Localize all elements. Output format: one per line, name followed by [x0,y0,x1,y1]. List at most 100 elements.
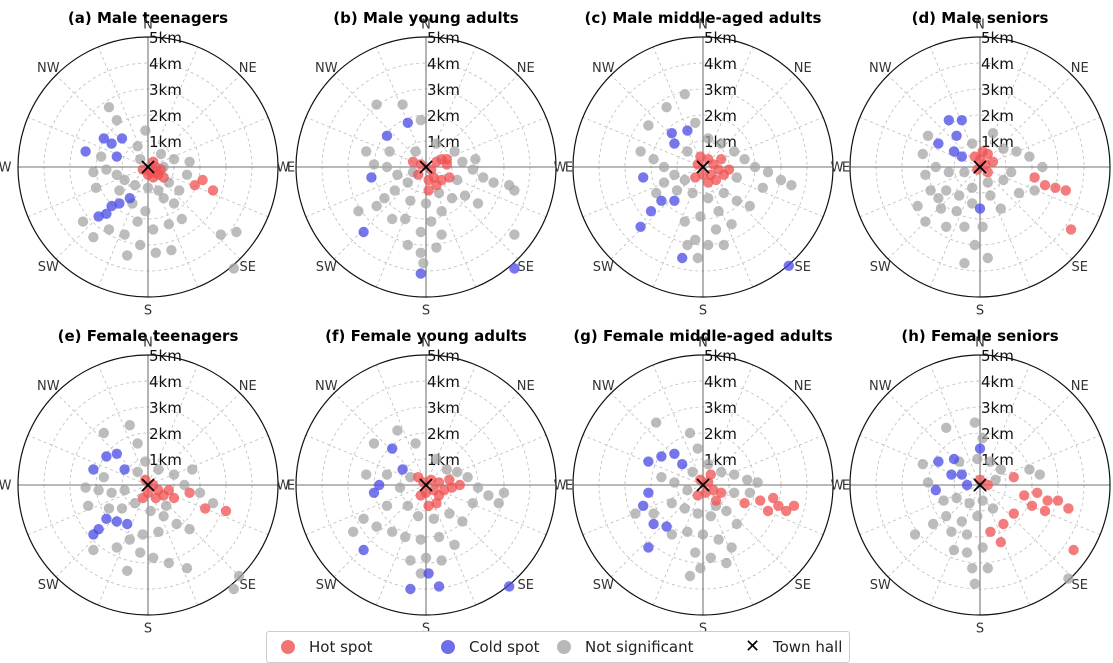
grid-spoke [375,364,477,606]
cold-spot-point [88,464,99,475]
ns-point [1034,469,1046,480]
ns-point [977,433,988,444]
hot-spot-point [982,479,993,491]
ns-point [431,138,442,149]
radial-tick-label: 1km [149,133,182,151]
direction-label-ne: NE [794,379,812,394]
direction-label-e: E [287,161,295,176]
ns-point [371,521,382,532]
ns-point [977,542,988,553]
ns-point [361,469,372,480]
cold-spot-point [643,542,654,553]
outer-circle [572,36,834,298]
ns-point [114,185,125,196]
ns-point [943,167,954,178]
grid-spoke [610,392,796,578]
cold-spot-point [111,151,123,162]
ns-point [959,167,970,178]
ns-point [168,154,180,165]
hot-spot-point [415,490,426,501]
ns-point [415,115,426,126]
direction-label-n: N [975,18,985,33]
ns-point [129,498,141,509]
ns-point [697,529,709,540]
ns-point [731,518,742,530]
hot-spot-point [982,148,993,160]
grid-spoke [582,434,824,536]
hot-spot-point [723,164,735,175]
grid-spoke [610,74,796,260]
panel-title: (b) Male young adults [333,9,519,27]
ns-point [995,203,1006,214]
radial-tick-label: 4km [149,373,182,391]
ns-point [954,190,965,201]
cold-spot-point [638,172,649,183]
radial-tick-label: 2km [149,425,182,443]
ns-point [969,578,980,589]
legend-marker-cold [441,640,455,654]
ns-point [228,263,239,274]
hot-spot-point [163,485,174,496]
cold-spot-point [946,469,957,480]
ns-point [122,250,133,261]
ns-point [729,487,740,498]
direction-label-w: W [554,161,567,176]
ns-point [687,466,698,478]
outer-circle [295,354,557,616]
direction-label-s: S [976,304,984,319]
ns-point [987,503,999,514]
ns-point [400,213,411,225]
cold-spot-point [648,518,659,530]
legend-label-hot: Hot spot [309,638,373,656]
ns-point [948,544,960,556]
ns-point [137,529,148,540]
direction-label-sw: SW [593,260,614,275]
ns-point [972,511,983,522]
hot-spot-point [773,500,784,511]
ns-point [381,500,393,511]
direction-label-n: N [143,18,153,33]
ns-point [982,177,993,188]
cold-spot-point [509,263,520,274]
ns-point [88,544,99,556]
ns-point [713,534,724,545]
direction-label-e: E [287,479,295,494]
cold-spot-point [122,518,133,530]
ns-point [452,466,463,478]
ns-point [682,485,693,496]
ns-point [726,542,737,553]
panel-title: (f) Female young adults [325,327,527,345]
panel-title: (c) Male middle-aged adults [585,9,822,27]
town-hall-marker [141,160,155,174]
ns-point [163,557,174,569]
ns-point [111,115,123,126]
cold-spot-point [111,516,123,527]
ns-point [951,492,962,504]
radial-tick-label: 4km [427,373,460,391]
hot-spot-point [140,474,151,485]
grid-spoke [27,434,269,536]
ns-point [397,99,408,110]
radial-tick-label: 2km [427,425,460,443]
grid-spoke [859,434,1101,536]
cold-spot-point [101,451,112,462]
direction-label-n: N [698,336,708,351]
ns-point [361,146,372,157]
direction-label-w: W [0,161,12,176]
hot-spot-point [695,474,706,485]
ns-point [1006,167,1017,178]
ns-point [690,234,701,245]
ns-point [682,146,693,157]
direction-label-nw: NW [37,61,60,76]
ns-point [353,206,364,217]
hot-spot-point [423,500,434,511]
ns-point [168,469,180,480]
ns-point [119,485,130,496]
ns-point [436,555,447,566]
grid-spoke [652,364,754,606]
radial-tick-label: 5km [981,29,1014,47]
direction-label-s: S [144,622,152,637]
ns-point [381,161,393,173]
ns-point [140,125,151,136]
